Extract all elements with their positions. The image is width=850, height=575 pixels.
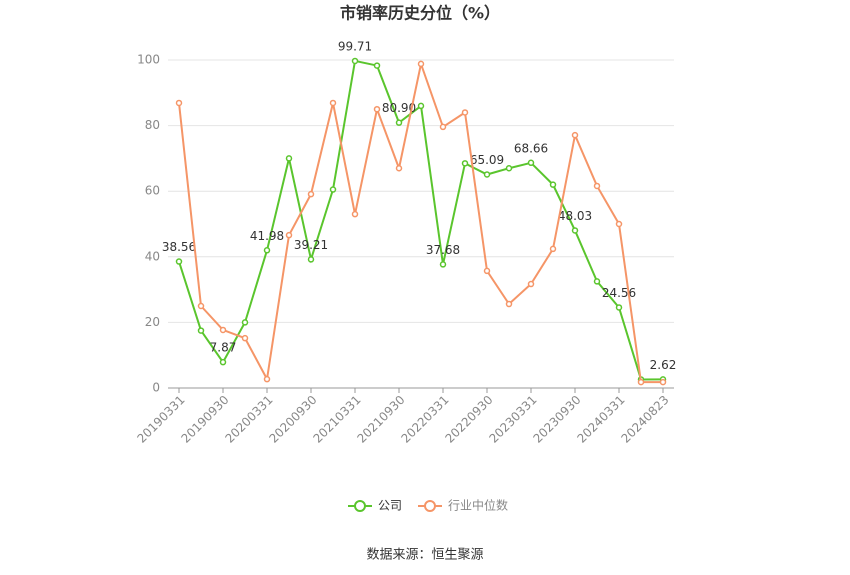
data-point — [615, 304, 623, 311]
data-point — [461, 160, 469, 167]
y-tick-label: 100 — [137, 53, 160, 67]
data-point — [285, 231, 293, 239]
data-point — [615, 220, 623, 228]
data-point — [505, 300, 513, 308]
data-point — [483, 267, 491, 275]
data-point — [549, 245, 557, 253]
data-point — [549, 181, 557, 188]
data-point — [439, 261, 447, 268]
data-point — [439, 123, 447, 131]
data-point — [593, 278, 601, 285]
data-label: 99.71 — [338, 39, 372, 53]
source-note: 数据来源：恒生聚源 — [366, 548, 483, 563]
data-point — [461, 109, 469, 116]
y-tick-label: 80 — [145, 118, 160, 132]
data-point — [197, 327, 205, 334]
data-point — [197, 302, 205, 310]
data-point — [307, 256, 315, 263]
data-point — [527, 159, 535, 167]
data-point — [263, 375, 271, 383]
data-point — [241, 319, 249, 326]
data-point — [483, 171, 491, 178]
data-point — [219, 326, 227, 334]
data-point — [593, 182, 601, 190]
data-point — [285, 155, 293, 162]
data-point — [395, 119, 403, 126]
data-label: 48.03 — [558, 209, 592, 223]
data-point — [505, 164, 513, 172]
data-label: 2.62 — [650, 358, 677, 372]
data-label: 39.21 — [294, 238, 328, 252]
x-tick-label: 20240823 — [619, 393, 672, 446]
data-point — [263, 247, 271, 254]
data-point — [417, 102, 425, 110]
data-label: 65.09 — [470, 153, 504, 167]
y-tick-label: 20 — [145, 315, 160, 329]
data-point — [241, 334, 249, 342]
data-label: 7.87 — [210, 341, 237, 355]
data-point — [329, 99, 337, 107]
y-tick-label: 60 — [145, 184, 160, 198]
data-point — [659, 378, 667, 386]
data-label: 37.68 — [426, 243, 460, 257]
data-label: 41.98 — [250, 229, 284, 243]
data-point — [571, 227, 579, 234]
data-point — [351, 210, 359, 218]
data-label: 24.56 — [602, 286, 636, 300]
data-label: 68.66 — [514, 141, 548, 155]
legend-label[interactable]: 行业中位数 — [448, 498, 508, 513]
data-point — [351, 57, 359, 65]
legend-label[interactable]: 公司 — [378, 499, 402, 513]
data-point — [395, 164, 403, 172]
data-point — [637, 378, 645, 386]
data-point — [527, 280, 535, 288]
data-point — [307, 190, 315, 198]
data-point — [329, 186, 337, 193]
data-label: 38.56 — [162, 240, 196, 254]
legend-marker — [354, 500, 366, 512]
data-point — [219, 358, 227, 366]
legend-marker — [424, 500, 436, 512]
data-point — [417, 60, 425, 68]
y-tick-label: 0 — [152, 381, 160, 395]
data-point — [175, 99, 183, 107]
chart-title: 市销率历史分位（%） — [340, 4, 500, 23]
data-point — [373, 62, 381, 69]
y-tick-label: 40 — [145, 249, 160, 263]
data-point — [571, 131, 579, 139]
data-point — [175, 258, 183, 265]
data-label: 80.90 — [382, 101, 416, 115]
data-point — [373, 105, 381, 113]
